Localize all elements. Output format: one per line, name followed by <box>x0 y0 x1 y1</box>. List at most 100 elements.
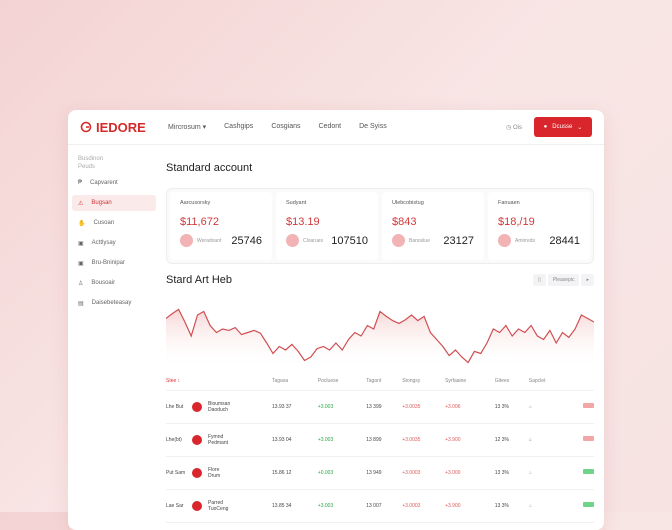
sidebar-item-label: Daisebeteasay <box>92 300 132 306</box>
stat-value: 107510 <box>331 235 368 247</box>
status-tag[interactable] <box>583 502 594 507</box>
logo-text: IEDORE <box>96 120 146 135</box>
column-header[interactable]: Sapclet <box>529 372 568 390</box>
cell: 12 3% <box>495 423 529 456</box>
cell: +3.0035 <box>402 390 445 423</box>
nav-item[interactable]: Cosgians <box>271 123 300 131</box>
cell: +3.0003 <box>402 456 445 489</box>
sidebar-item[interactable]: ▣Bru-Bninipar <box>72 255 156 271</box>
asset-name: Flore <box>208 467 220 473</box>
stat-label: Sudyant <box>286 200 368 206</box>
column-header[interactable]: Pocluese <box>318 372 366 390</box>
account-button-label: Dcusse <box>552 124 572 130</box>
logo-icon <box>80 121 92 133</box>
sidebar-item-active[interactable]: ⚠ Bugsan <box>72 195 156 211</box>
status-tag[interactable] <box>583 469 594 474</box>
help-text: Ois <box>513 125 522 131</box>
stat-card[interactable]: Sudyant $13.19 Cloarues 107510 <box>276 192 378 260</box>
calendar-icon[interactable]: ▯ <box>533 274 546 286</box>
stat-amount: $13.19 <box>286 216 368 228</box>
play-icon[interactable]: ▸ <box>581 274 594 286</box>
help-link[interactable]: ◷ Ois <box>506 124 522 131</box>
sidebar-item[interactable]: ✋Cusoan <box>72 215 156 231</box>
sidebar-item-label: Acttlysay <box>92 240 116 246</box>
asset-icon <box>192 468 202 478</box>
stat-label: Aarcusorsky <box>180 200 262 206</box>
sidebar-item[interactable]: ▤ Daisebeteasay <box>72 295 156 311</box>
column-header[interactable]: Stee ↕ <box>166 372 192 390</box>
sidebar-item-label: Bugsan <box>91 200 111 206</box>
book-icon: ▤ <box>78 300 84 307</box>
cell: 15.86 12 <box>272 456 318 489</box>
stat-value: 23127 <box>443 235 474 247</box>
nav-item[interactable]: Cashgips <box>224 123 253 131</box>
cell: +3.900 <box>445 423 495 456</box>
chart-header: Stard Art Heb ▯Pleasepic▸ <box>166 274 594 286</box>
account-button[interactable]: ●Dcusse⌄ <box>534 117 592 137</box>
cell: 13 007 <box>366 489 402 522</box>
logo[interactable]: IEDORE <box>80 120 168 135</box>
stat-amount: $18,/19 <box>498 216 580 228</box>
status-tag[interactable] <box>583 403 594 408</box>
lock-icon[interactable]: ⌂ <box>529 470 532 476</box>
stat-sub: Cloarues <box>303 238 323 244</box>
status-tag[interactable] <box>583 436 594 441</box>
nav-item[interactable]: De Syiss <box>359 123 387 131</box>
cell: +3.003 <box>318 489 366 522</box>
cell: 13 399 <box>366 390 402 423</box>
top-header: IEDORE Mircrosum ▾ Cashgips Cosgians Ced… <box>68 110 604 145</box>
app-window: IEDORE Mircrosum ▾ Cashgips Cosgians Ced… <box>68 110 604 530</box>
column-header[interactable] <box>568 372 594 390</box>
column-header[interactable]: Tagasa <box>272 372 318 390</box>
stat-value: 25746 <box>231 235 262 247</box>
row-type: Lhe(bt) <box>166 437 182 443</box>
asset-sub: Drum <box>208 473 220 479</box>
stat-sub: Amirreds <box>515 238 535 244</box>
sidebar-item[interactable]: ▣ Acttlysay <box>72 235 156 251</box>
column-header[interactable]: Syrfaaine <box>445 372 495 390</box>
asset-sub: Pedmant <box>208 440 228 446</box>
cell: +3.000 <box>445 456 495 489</box>
cell: +3.006 <box>445 390 495 423</box>
nav-item[interactable]: Cedont <box>319 123 342 131</box>
alert-icon: ⚠ <box>78 200 83 207</box>
stat-icon <box>498 234 511 247</box>
stat-icon <box>286 234 299 247</box>
lock-icon[interactable]: ⌂ <box>529 404 532 410</box>
nav-item[interactable]: Mircrosum ▾ <box>168 123 206 131</box>
document-icon: ▣ <box>78 260 84 267</box>
document-icon: ▣ <box>78 240 84 247</box>
caption-line: Peuds <box>78 163 150 171</box>
stat-sub: Banoslue <box>409 238 430 244</box>
lock-icon[interactable]: ⌂ <box>529 503 532 509</box>
chart-title: Stard Art Heb <box>166 274 232 286</box>
cell: 13 3% <box>495 489 529 522</box>
stat-label: Fanuaen <box>498 200 580 206</box>
sidebar-item[interactable]: ♙Bousoair <box>72 275 156 291</box>
stat-icon <box>392 234 405 247</box>
lock-icon[interactable]: ⌂ <box>529 437 532 443</box>
column-header[interactable]: Stongsy <box>402 372 445 390</box>
chevron-down-icon: ⌄ <box>577 124 582 131</box>
cell: 13 3% <box>495 456 529 489</box>
sidebar-item[interactable]: ₱Capvarent <box>72 175 156 191</box>
cell: 13.93 04 <box>272 423 318 456</box>
stat-amount: $843 <box>392 216 474 228</box>
period-select[interactable]: Pleasepic <box>548 274 580 286</box>
cell: 13.85 34 <box>272 489 318 522</box>
sidebar-item-label: Cusoan <box>93 220 114 226</box>
column-header[interactable]: Tagant <box>366 372 402 390</box>
column-header[interactable] <box>192 372 272 390</box>
column-header[interactable]: Gitees <box>495 372 529 390</box>
chart-area <box>166 309 594 368</box>
